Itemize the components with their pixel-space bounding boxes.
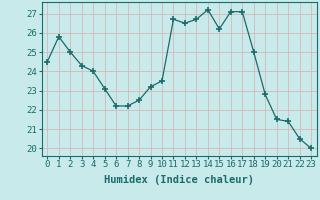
X-axis label: Humidex (Indice chaleur): Humidex (Indice chaleur)	[104, 175, 254, 185]
